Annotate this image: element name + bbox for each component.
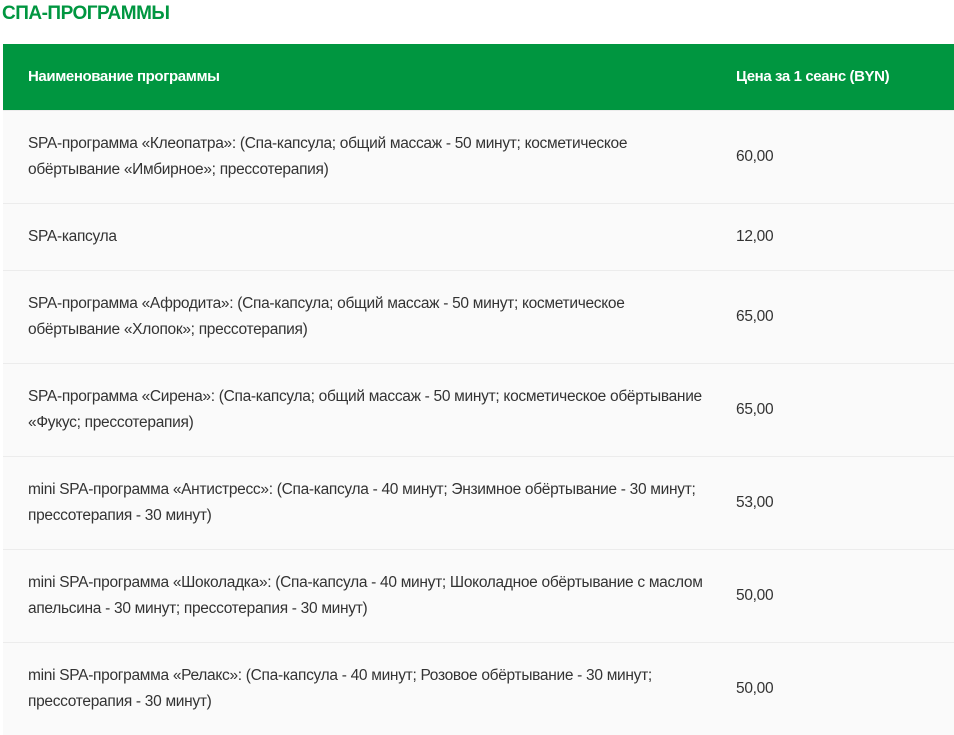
program-name: SPA-программа «Афродита»: (Спа-капсула; … <box>3 269 736 363</box>
program-name: mini SPA-программа «Антистресс»: (Спа-ка… <box>3 455 736 549</box>
program-price: 53,00 <box>736 455 954 549</box>
program-name: SPA-программа «Клеопатра»: (Спа-капсула;… <box>3 109 736 203</box>
program-name: mini SPA-программа «Релакс»: (Спа-капсул… <box>3 641 736 735</box>
program-price: 12,00 <box>736 202 954 270</box>
page-title: СПА-ПРОГРАММЫ <box>2 3 170 24</box>
spa-programs-table: Наименование программы Цена за 1 сеанс (… <box>3 44 954 735</box>
table-row: mini SPA-программа «Релакс»: (Спа-капсул… <box>3 641 954 735</box>
table-row: mini SPA-программа «Шоколадка»: (Спа-кап… <box>3 548 954 642</box>
program-name: mini SPA-программа «Шоколадка»: (Спа-кап… <box>3 548 736 642</box>
program-name: SPA-капсула <box>3 202 736 270</box>
table-row: SPA-капсула 12,00 <box>3 202 954 270</box>
program-price: 65,00 <box>736 269 954 363</box>
program-price: 50,00 <box>736 641 954 735</box>
program-name: SPA-программа «Сирена»: (Спа-капсула; об… <box>3 362 736 456</box>
program-price: 60,00 <box>736 109 954 203</box>
table-row: SPA-программа «Сирена»: (Спа-капсула; об… <box>3 362 954 456</box>
table-row: SPA-программа «Клеопатра»: (Спа-капсула;… <box>3 109 954 203</box>
table-row: SPA-программа «Афродита»: (Спа-капсула; … <box>3 269 954 363</box>
table-row: mini SPA-программа «Антистресс»: (Спа-ка… <box>3 455 954 549</box>
program-price: 50,00 <box>736 548 954 642</box>
program-price: 65,00 <box>736 362 954 456</box>
header-price: Цена за 1 сеанс (BYN) <box>736 68 890 86</box>
table-header-row: Наименование программы Цена за 1 сеанс (… <box>3 44 954 110</box>
header-program-name: Наименование программы <box>28 68 220 86</box>
